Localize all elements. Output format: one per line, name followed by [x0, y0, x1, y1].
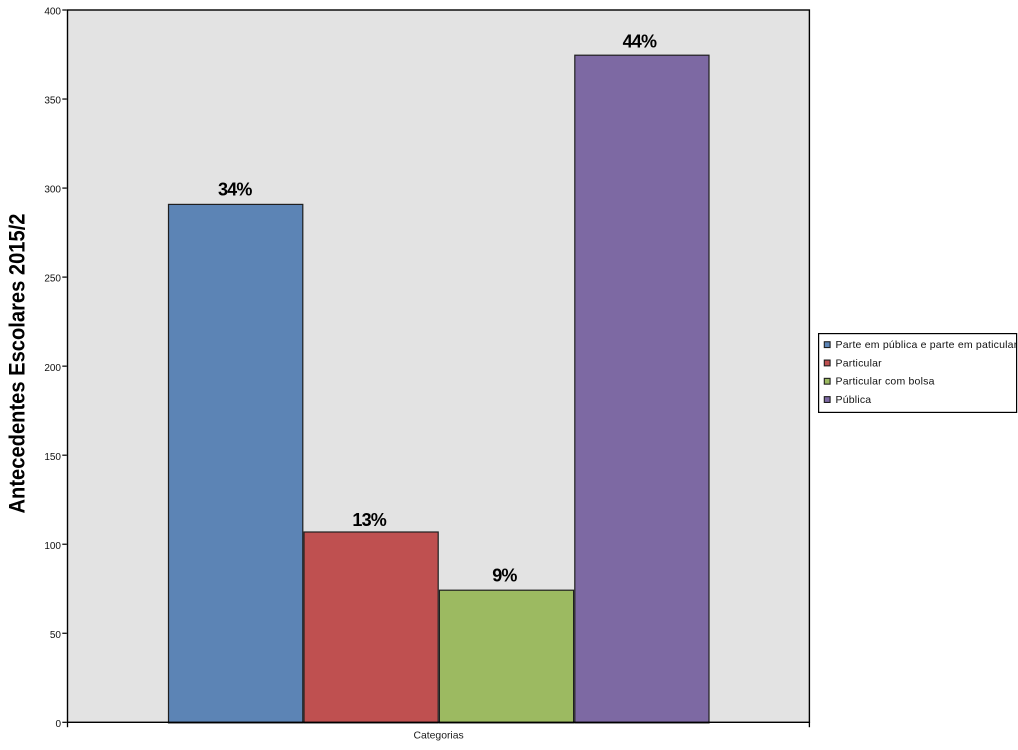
svg-text:44%: 44% — [623, 32, 657, 52]
svg-text:Particular com bolsa: Particular com bolsa — [836, 376, 935, 388]
svg-text:34%: 34% — [218, 180, 252, 200]
svg-text:100: 100 — [44, 541, 61, 552]
svg-text:200: 200 — [44, 363, 61, 374]
svg-text:9%: 9% — [492, 566, 517, 586]
svg-text:150: 150 — [44, 452, 61, 463]
svg-text:0: 0 — [55, 719, 61, 730]
svg-text:Categorias: Categorias — [413, 731, 463, 742]
svg-text:300: 300 — [44, 185, 61, 196]
svg-text:250: 250 — [44, 274, 61, 285]
svg-text:350: 350 — [44, 96, 61, 107]
svg-text:400: 400 — [44, 7, 61, 18]
svg-text:Pública: Pública — [836, 394, 872, 406]
svg-text:13%: 13% — [352, 510, 386, 530]
svg-text:50: 50 — [50, 630, 62, 641]
svg-text:Particular: Particular — [836, 357, 883, 369]
svg-text:Parte em pública e parte em pa: Parte em pública e parte em paticular — [836, 339, 1018, 351]
svg-text:Antecedentes Escolares 2015/2: Antecedentes Escolares 2015/2 — [5, 214, 30, 514]
